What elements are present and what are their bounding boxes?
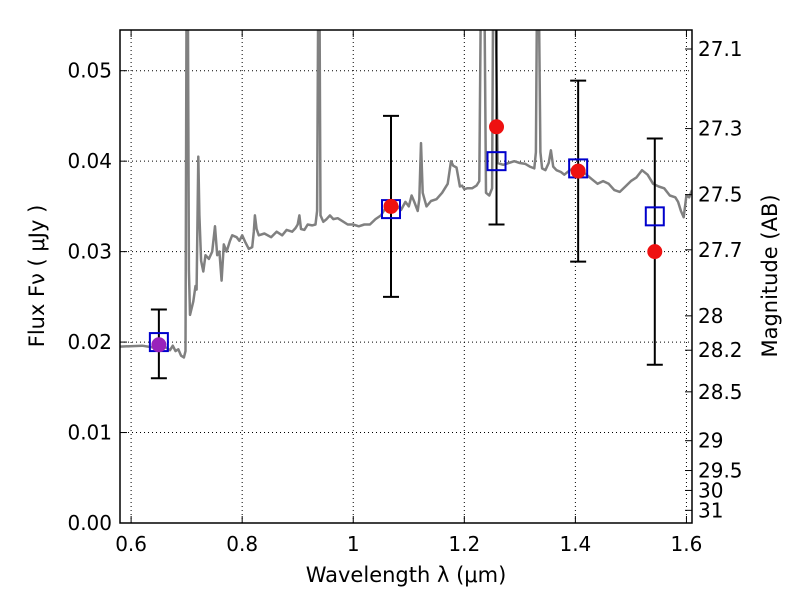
- y-tick-label: 0.02: [67, 330, 112, 354]
- right-tick-label: 29.5: [698, 459, 743, 483]
- model-point: [486, 151, 507, 172]
- y-tick-label: 0.05: [67, 59, 112, 83]
- right-tick-label: 28: [698, 304, 723, 328]
- x-tick-label: 1: [347, 532, 360, 556]
- right-tick-label: 27.3: [698, 117, 743, 141]
- right-tick-label: 27.7: [698, 238, 743, 262]
- grid: [120, 30, 692, 524]
- x-axis-label: Wavelength λ (μm): [306, 563, 507, 587]
- x-tick-label: 1.4: [559, 532, 591, 556]
- y-tick-label: 0.01: [67, 421, 112, 445]
- model-point: [644, 206, 665, 227]
- right-tick-label: 28.5: [698, 380, 743, 404]
- right-tick-label: 28.2: [698, 338, 743, 362]
- axes-frame: [119, 29, 693, 524]
- ticks: 0.6 0.8 1 1.2 1.4 1.6 0.00 0.01 0.02 0.03 0.04 0.05…: [67, 30, 743, 556]
- y-axis-label: Flux Fν ( μJy ): [25, 205, 49, 348]
- right-tick-label: 27.5: [698, 183, 743, 207]
- observed-point: [647, 244, 663, 260]
- observed-point: [489, 119, 505, 135]
- observed-point: [570, 163, 586, 179]
- x-tick-label: 0.8: [226, 532, 258, 556]
- x-tick-label: 0.6: [115, 532, 147, 556]
- plot-frame: [119, 29, 693, 524]
- y-axis-label-right: Magnitude (AB): [758, 194, 782, 357]
- x-tick-label: 1.6: [671, 532, 703, 556]
- spectrum-line: [120, 30, 692, 359]
- observed-point: [383, 198, 399, 214]
- right-tick-label: 30: [698, 478, 723, 502]
- right-tick-label: 31: [698, 498, 723, 522]
- right-tick-label: 27.1: [698, 37, 743, 61]
- observed-point: [151, 337, 167, 353]
- x-tick-label: 1.2: [448, 532, 480, 556]
- y-tick-label: 0.04: [67, 149, 112, 173]
- right-tick-label: 29: [698, 429, 723, 453]
- y-tick-label: 0.00: [67, 511, 112, 535]
- y-tick-label: 0.03: [67, 240, 112, 264]
- plot-area: [120, 30, 692, 380]
